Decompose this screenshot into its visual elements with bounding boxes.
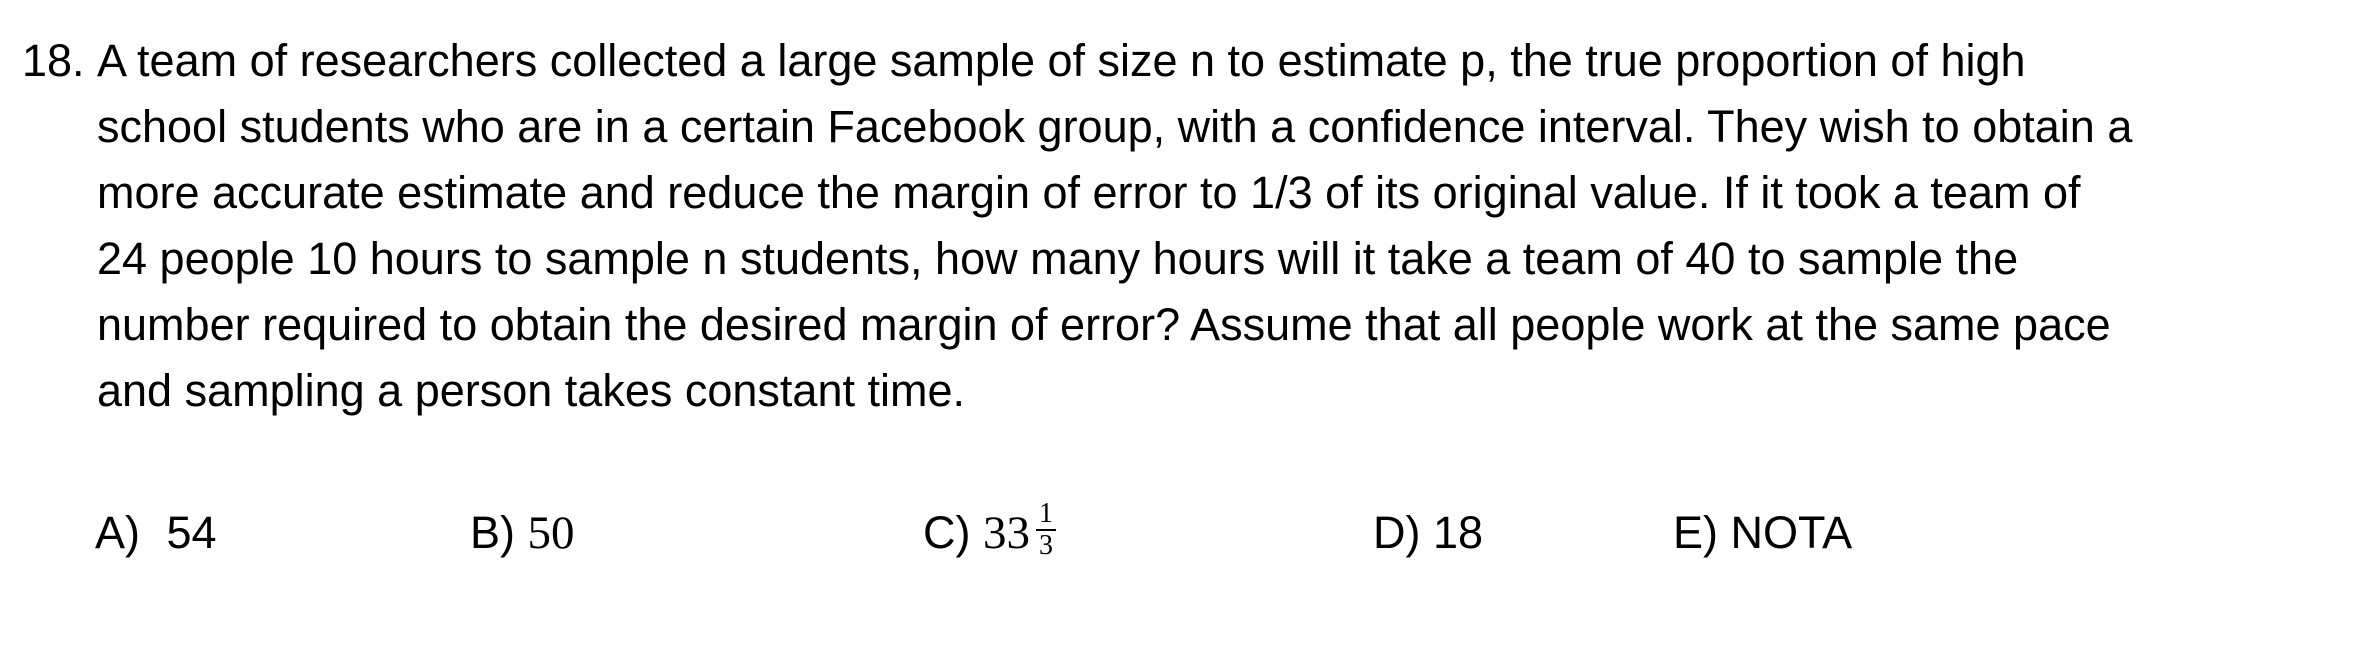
question-line: and sampling a person takes constant tim… (97, 365, 965, 416)
choice-a-letter: A) (95, 507, 140, 558)
choice-c-numerator: 1 (1036, 499, 1056, 532)
choice-e-value: NOTA (1730, 507, 1853, 558)
question-line: 24 people 10 hours to sample n students,… (97, 233, 2019, 284)
choice-c-denominator: 3 (1039, 530, 1053, 562)
question-line: number required to obtain the desired ma… (97, 299, 2111, 350)
choice-a-value: 54 (166, 507, 217, 558)
choice-b-value: 50 (527, 507, 575, 559)
choice-a[interactable]: A) 54 (95, 500, 217, 566)
question-line: more accurate estimate and reduce the ma… (97, 167, 2081, 218)
question-text: A team of researchers collected a large … (97, 28, 2237, 424)
choice-b[interactable]: B) 50 (470, 500, 575, 566)
choice-e-letter: E) (1673, 507, 1718, 558)
question-number: 18. (22, 35, 85, 86)
choice-e[interactable]: E) NOTA (1673, 500, 1852, 566)
question-line: school students who are in a certain Fac… (97, 101, 2133, 152)
choice-d-letter: D) (1373, 507, 1421, 558)
choice-c-letter: C) (923, 507, 971, 558)
choice-b-letter: B) (470, 507, 515, 558)
choice-c[interactable]: C) 33 1 3 (923, 499, 1056, 567)
answer-choices: A) 54 B) 50 C) 33 1 3 D) 18 E) NOTA (0, 470, 2359, 590)
choice-c-whole: 33 (983, 507, 1030, 559)
choice-d-value: 18 (1433, 507, 1484, 558)
question-line: A team of researchers collected a large … (97, 35, 2026, 86)
choice-d[interactable]: D) 18 (1373, 500, 1483, 566)
